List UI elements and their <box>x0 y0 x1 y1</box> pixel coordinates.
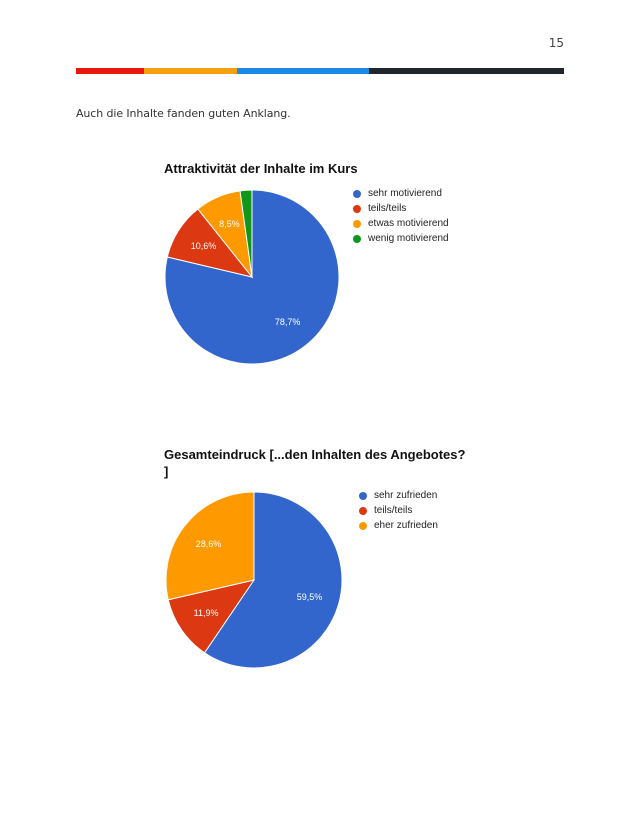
color-bar-segment <box>237 68 369 74</box>
legend-swatch <box>353 234 361 243</box>
legend-swatch <box>353 204 361 213</box>
color-bar-segment <box>144 68 238 74</box>
chart-title: Gesamteindruck [...den Inhalten des Ange… <box>164 447 466 479</box>
legend-label: teils/teils <box>374 505 413 516</box>
chart-legend: sehr motivierend teils/teils etwas motivie… <box>353 186 449 246</box>
legend-item: sehr zufrieden <box>359 488 438 503</box>
pie-slice <box>167 579 256 654</box>
pie-svg: 78,7% 10,6% 8,5% <box>164 189 340 365</box>
legend-swatch <box>359 506 367 515</box>
pie-slice-label: 28,6% <box>196 539 222 549</box>
pie-slice-label: 59,5% <box>297 592 323 602</box>
legend-swatch <box>353 219 361 228</box>
legend-item: teils/teils <box>353 201 449 216</box>
legend-item: etwas motivierend <box>353 216 449 231</box>
legend-label: teils/teils <box>368 203 407 214</box>
color-bar-segment <box>76 68 145 74</box>
legend-label: eher zufrieden <box>374 520 438 531</box>
legend-label: etwas motivierend <box>368 218 449 229</box>
intro-text: Auch die Inhalte fanden guten Anklang. <box>76 107 291 120</box>
legend-item: eher zufrieden <box>359 518 438 533</box>
chart-legend: sehr zufrieden teils/teils eher zufrieden <box>359 488 438 533</box>
pie-slice-label: 11,9% <box>194 608 219 618</box>
legend-item: teils/teils <box>359 503 438 518</box>
legend-label: sehr motivierend <box>368 188 442 199</box>
legend-label: wenig motivierend <box>368 233 449 244</box>
legend-item: sehr motivierend <box>353 186 449 201</box>
legend-item: wenig motivierend <box>353 231 449 246</box>
pie-slice <box>203 491 343 669</box>
legend-label: sehr zufrieden <box>374 490 438 501</box>
legend-swatch <box>359 521 367 530</box>
pie-slice-label: 8,5% <box>219 219 240 229</box>
legend-swatch <box>353 189 361 198</box>
pie-slice-label: 78,7% <box>275 317 301 327</box>
page-number: 15 <box>548 36 564 50</box>
pie-slice <box>239 189 253 278</box>
pie-svg: 59,5% 11,9% 28,6% <box>165 491 343 669</box>
pie-slice <box>165 491 255 601</box>
header-color-bar <box>76 68 564 74</box>
legend-swatch <box>359 491 367 500</box>
color-bar-segment <box>368 68 564 74</box>
chart-title: Attraktivität der Inhalte im Kurs <box>164 161 358 176</box>
pie-slice-label: 10,6% <box>191 241 217 251</box>
